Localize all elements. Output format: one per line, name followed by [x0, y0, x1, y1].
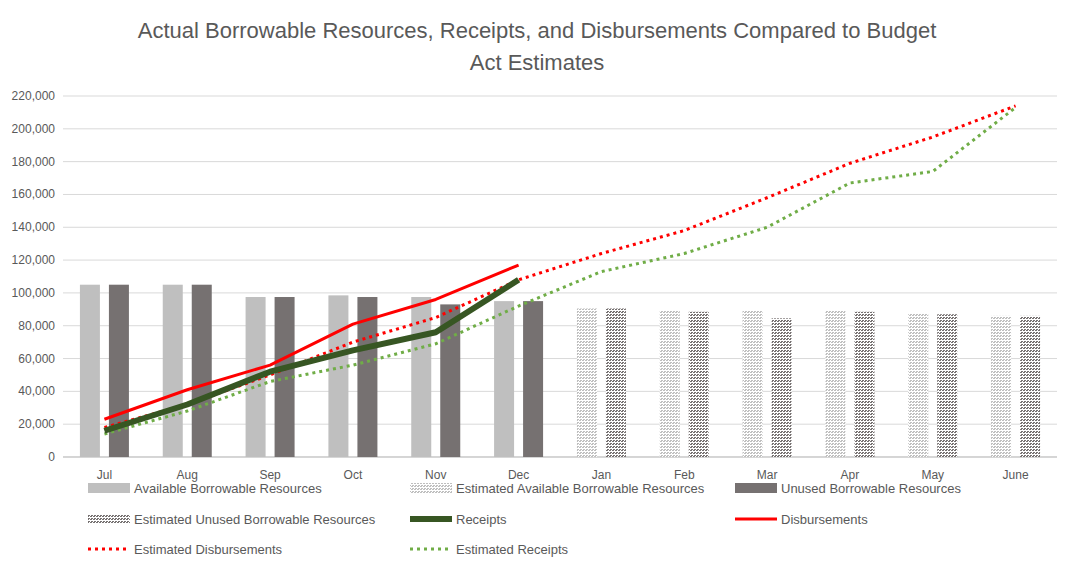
legend-label: Estimated Available Borrowable Resources — [456, 481, 705, 496]
legend-label: Disbursements — [781, 512, 868, 527]
grid — [63, 96, 1057, 457]
x-tick-label: June — [1003, 468, 1029, 482]
grid-line — [63, 227, 1057, 228]
legend-item: Disbursements — [735, 512, 868, 527]
bar — [1020, 316, 1040, 457]
bar — [908, 313, 928, 457]
grid-line — [63, 424, 1057, 425]
y-tick-label: 60,000 — [18, 352, 55, 366]
bar — [937, 314, 957, 457]
bar — [523, 301, 543, 457]
bar — [660, 311, 680, 457]
bar — [606, 308, 626, 457]
legend-swatch — [88, 514, 130, 524]
legend: Available Borrowable Resources Estimated … — [88, 481, 961, 557]
grid-line — [63, 292, 1057, 293]
legend-item: Receipts — [410, 512, 507, 527]
legend-swatch — [410, 483, 452, 493]
bar — [577, 308, 597, 457]
legend-swatch — [88, 548, 130, 551]
y-tick-label: 160,000 — [12, 187, 56, 201]
legend-item: Estimated Unused Borrowable Resources — [88, 512, 376, 527]
x-tick-label: Jul — [97, 468, 112, 482]
bar — [854, 312, 874, 457]
line — [104, 280, 518, 431]
y-tick-label: 180,000 — [12, 155, 56, 169]
legend-label: Estimated Unused Borrowable Resources — [134, 512, 376, 527]
legend-label: Receipts — [456, 512, 507, 527]
grid-line — [63, 358, 1057, 359]
legend-item: Estimated Available Borrowable Resources — [410, 481, 705, 496]
bar — [163, 285, 183, 457]
x-axis — [63, 457, 1057, 458]
legend-swatch — [410, 516, 452, 522]
legend-item: Unused Borrowable Resources — [735, 481, 961, 496]
legend-swatch — [735, 483, 777, 493]
y-tick-label: 220,000 — [12, 89, 56, 103]
bar — [80, 285, 100, 457]
bar — [689, 312, 709, 457]
line — [104, 265, 518, 419]
y-tick-label: 0 — [48, 450, 55, 464]
line — [104, 107, 1015, 434]
y-tick-label: 100,000 — [12, 286, 56, 300]
bar — [192, 285, 212, 457]
x-tick-label: Oct — [344, 468, 363, 482]
legend-label: Available Borrowable Resources — [134, 481, 322, 496]
bar — [743, 310, 763, 457]
bar — [411, 297, 431, 457]
chart: Actual Borrowable Resources, Receipts, a… — [0, 0, 1074, 577]
grid-line — [63, 457, 1057, 458]
grid-line — [63, 194, 1057, 195]
legend-item: Available Borrowable Resources — [88, 481, 322, 496]
legend-label: Estimated Disbursements — [134, 542, 283, 557]
bar — [991, 316, 1011, 457]
legend-item: Estimated Receipts — [410, 542, 568, 557]
y-tick-label: 20,000 — [18, 417, 55, 431]
grid-line — [63, 161, 1057, 162]
grid-line — [63, 260, 1057, 261]
legend-item: Estimated Disbursements — [88, 542, 283, 557]
title: Actual Borrowable Resources, Receipts, a… — [138, 18, 937, 75]
y-tick-label: 140,000 — [12, 220, 56, 234]
legend-label: Estimated Receipts — [456, 542, 568, 557]
grid-line — [63, 128, 1057, 129]
bar — [275, 297, 295, 457]
bar — [772, 318, 792, 457]
legend-swatch — [88, 483, 130, 493]
grid-line — [63, 96, 1057, 97]
y-tick-label: 200,000 — [12, 122, 56, 136]
legend-label: Unused Borrowable Resources — [781, 481, 961, 496]
bar — [328, 295, 348, 457]
line — [104, 106, 1015, 428]
y-tick-label: 80,000 — [18, 319, 55, 333]
legend-swatch — [735, 518, 777, 521]
y-tick-label: 40,000 — [18, 384, 55, 398]
x-tick-label: Mar — [757, 468, 778, 482]
x-tick-label: Nov — [425, 468, 446, 482]
grid-line — [63, 325, 1057, 326]
legend-swatch — [410, 548, 452, 551]
y-tick-label: 120,000 — [12, 253, 56, 267]
plot-area — [80, 106, 1040, 457]
bar — [825, 311, 845, 457]
bar — [494, 301, 514, 457]
